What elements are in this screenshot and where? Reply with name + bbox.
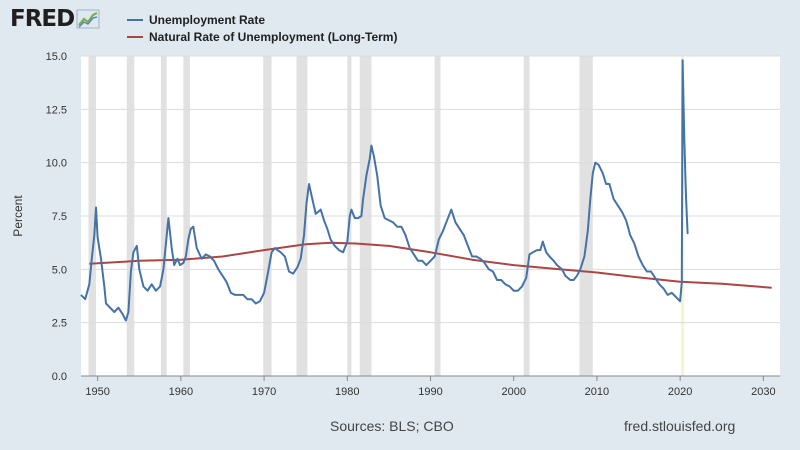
x-tick-label: 1990	[418, 386, 442, 398]
x-tick-label: 1970	[252, 386, 276, 398]
sources-text: Sources: BLS; CBO	[330, 418, 454, 434]
x-tick-label: 1980	[335, 386, 359, 398]
axes: 0.0 2.5 5.0 7.5 10.0 12.5 15.0 1950 1960 1970 1980…	[46, 51, 780, 398]
x-tick-label: 1950	[85, 386, 109, 398]
legend-label-natural-rate: Natural Rate of Unemployment (Long-Term)	[149, 29, 398, 44]
legend-item-natural-rate[interactable]: Natural Rate of Unemployment (Long-Term)	[127, 28, 397, 45]
x-tick-label: 2020	[668, 386, 692, 398]
legend-swatch-natural-rate	[127, 35, 143, 38]
x-tick-label: 2030	[751, 386, 775, 398]
y-tick-label: 0.0	[52, 371, 67, 383]
y-tick-label: 15.0	[46, 51, 67, 63]
legend-label-unemployment: Unemployment Rate	[149, 12, 266, 27]
series-line-unemployment-rate[interactable]	[80, 59, 689, 322]
series-lines	[80, 59, 772, 322]
fred-logo[interactable]: FRED	[10, 6, 100, 32]
x-tick-label: 2010	[585, 386, 609, 398]
y-tick-label: 2.5	[52, 318, 67, 330]
logo-text: FRED	[10, 6, 75, 32]
y-tick-label: 7.5	[52, 211, 67, 223]
y-tick-label: 10.0	[46, 158, 67, 170]
y-axis-label: Percent	[11, 195, 25, 237]
y-tick-label: 5.0	[52, 264, 67, 276]
chart-legend: Unemployment Rate Natural Rate of Unempl…	[127, 11, 397, 45]
grid-lines	[81, 55, 780, 324]
y-tick-label: 12.5	[46, 104, 67, 116]
legend-swatch-unemployment	[127, 18, 143, 21]
x-tick-label: 2000	[501, 386, 525, 398]
x-tick-label: 1960	[169, 386, 193, 398]
legend-item-unemployment[interactable]: Unemployment Rate	[127, 11, 397, 28]
chart-trend-icon	[76, 9, 100, 29]
site-link[interactable]: fred.stlouisfed.org	[624, 418, 736, 434]
